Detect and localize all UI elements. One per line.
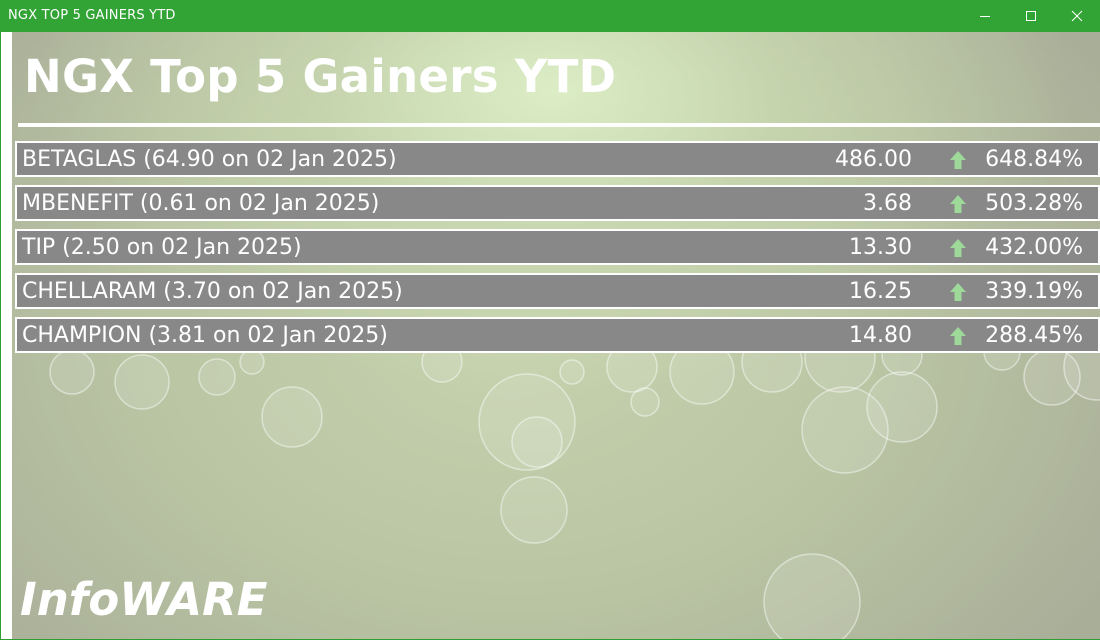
gainer-change: 288.45% <box>985 323 1083 348</box>
close-button[interactable] <box>1054 0 1100 32</box>
gainer-row[interactable]: MBENEFIT (0.61 on 02 Jan 2025) 3.68 503.… <box>15 185 1100 221</box>
gainer-label: CHAMPION (3.81 on 02 Jan 2025) <box>22 323 388 348</box>
gainer-price: 14.80 <box>849 323 912 348</box>
title-divider <box>18 123 1100 127</box>
gainer-change: 432.00% <box>985 235 1083 260</box>
page-title: NGX Top 5 Gainers YTD <box>24 50 617 103</box>
gainer-price: 16.25 <box>849 279 912 304</box>
title-bar[interactable]: NGX TOP 5 GAINERS YTD <box>0 0 1100 32</box>
gainer-row[interactable]: TIP (2.50 on 02 Jan 2025) 13.30 432.00% <box>15 229 1100 265</box>
maximize-icon <box>1026 11 1036 21</box>
close-icon <box>1071 10 1083 22</box>
gainer-label: TIP (2.50 on 02 Jan 2025) <box>22 235 302 260</box>
maximize-button[interactable] <box>1008 0 1054 32</box>
content-panel: NGX Top 5 Gainers YTD BETAGLAS (64.90 on… <box>12 32 1100 639</box>
gainers-list: BETAGLAS (64.90 on 02 Jan 2025) 486.00 6… <box>15 141 1100 361</box>
gainer-price: 3.68 <box>863 191 912 216</box>
gainer-label: BETAGLAS (64.90 on 02 Jan 2025) <box>22 147 397 172</box>
minimize-icon <box>980 16 990 17</box>
brand-logo: InfoWARE <box>20 573 268 626</box>
gainer-label: CHELLARAM (3.70 on 02 Jan 2025) <box>22 279 403 304</box>
gainer-row[interactable]: CHAMPION (3.81 on 02 Jan 2025) 14.80 288… <box>15 317 1100 353</box>
gainer-change: 648.84% <box>985 147 1083 172</box>
up-arrow-icon <box>950 239 966 257</box>
up-arrow-icon <box>950 195 966 213</box>
gainer-row[interactable]: CHELLARAM (3.70 on 02 Jan 2025) 16.25 33… <box>15 273 1100 309</box>
gainer-change: 503.28% <box>985 191 1083 216</box>
window-title: NGX TOP 5 GAINERS YTD <box>8 8 176 23</box>
gainer-change: 339.19% <box>985 279 1083 304</box>
gainer-label: MBENEFIT (0.61 on 02 Jan 2025) <box>22 191 380 216</box>
minimize-button[interactable] <box>962 0 1008 32</box>
gainer-row[interactable]: BETAGLAS (64.90 on 02 Jan 2025) 486.00 6… <box>15 141 1100 177</box>
gainer-price: 13.30 <box>849 235 912 260</box>
up-arrow-icon <box>950 327 966 345</box>
up-arrow-icon <box>950 151 966 169</box>
gainer-price: 486.00 <box>835 147 912 172</box>
up-arrow-icon <box>950 283 966 301</box>
